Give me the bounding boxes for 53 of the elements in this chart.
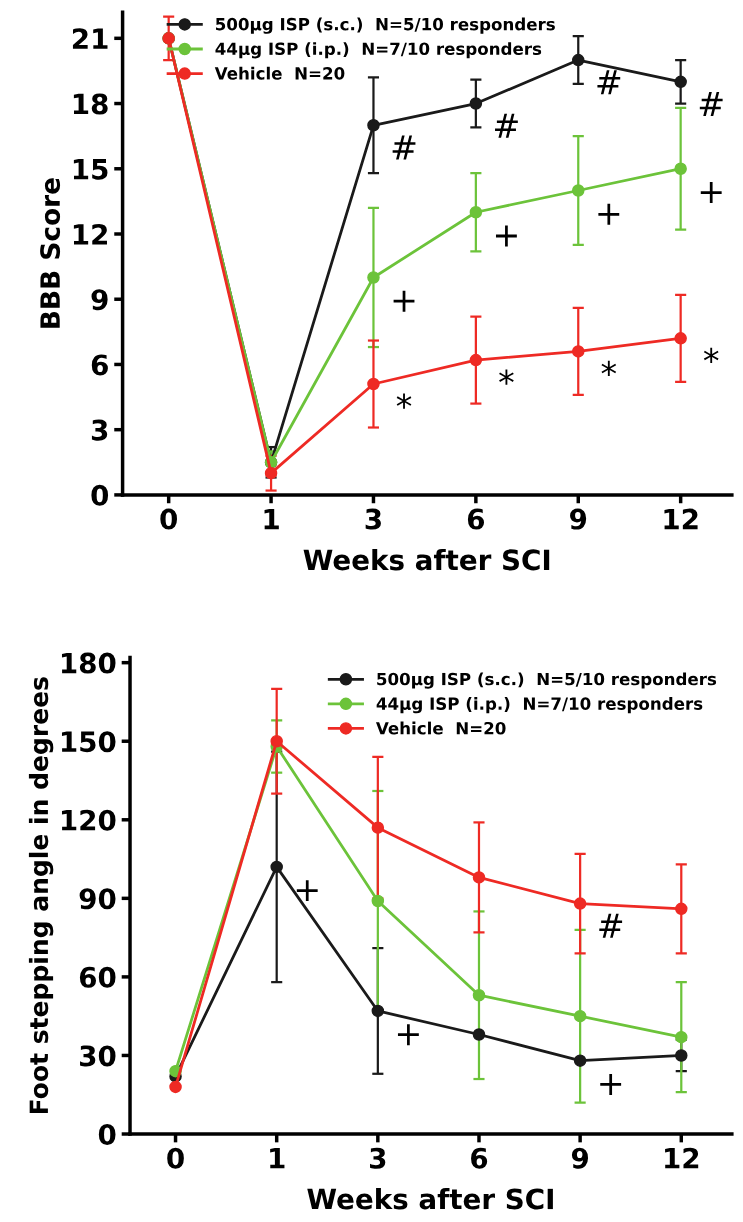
- x-tick-label: 1: [264, 508, 279, 530]
- annotation: *: [396, 393, 412, 409]
- legend-label: 44µg ISP (i.p.) N=7/10 responders: [215, 42, 542, 59]
- annotation: *: [601, 360, 617, 377]
- annotation: +: [495, 225, 517, 247]
- y-tick-label: 90: [79, 888, 116, 910]
- annotation: *: [703, 347, 719, 364]
- y-tick-label: 150: [61, 731, 116, 753]
- x-tick-label: 9: [570, 508, 587, 530]
- x-tick-label: 3: [365, 508, 381, 530]
- annotation: #: [495, 113, 518, 138]
- annotation: +: [397, 1024, 419, 1046]
- annotation: #: [599, 913, 623, 938]
- annotation: *: [499, 369, 514, 385]
- annotation: +: [600, 1073, 622, 1095]
- x-tick-label: 9: [571, 1147, 589, 1169]
- y-tick-label: 9: [91, 289, 108, 311]
- y-tick-label: 60: [79, 966, 116, 988]
- y-tick-label: 12: [73, 223, 107, 245]
- legend-label: 500µg ISP (s.c.) N=5/10 responders: [377, 672, 717, 689]
- annotation: +: [296, 880, 318, 902]
- x-tick-label: 12: [665, 1147, 699, 1169]
- annotation: +: [393, 290, 415, 312]
- y-tick-label: 21: [72, 28, 108, 49]
- annotation: +: [598, 203, 620, 225]
- x-axis-title: Weeks after SCI: [307, 1187, 553, 1210]
- x-tick-label: 3: [370, 1147, 386, 1169]
- x-tick-label: 6: [471, 1147, 488, 1169]
- annotation: #: [699, 92, 723, 116]
- legend-label: Vehicle N=20: [375, 721, 506, 735]
- y-tick-label: 180: [61, 652, 116, 674]
- x-tick-label: 0: [160, 508, 178, 530]
- annotation: #: [392, 135, 416, 160]
- y-tick-label: 15: [73, 159, 108, 180]
- y-tick-label: 6: [91, 354, 108, 376]
- legend-label: Vehicle N=20: [214, 66, 345, 80]
- y-tick-label: 3: [91, 419, 108, 441]
- x-tick-label: 12: [664, 508, 698, 530]
- y-axis-title: Foot stepping angle in degrees: [28, 677, 54, 1114]
- legend-label: 44µg ISP (i.p.) N=7/10 responders: [376, 697, 703, 714]
- y-tick-label: 0: [98, 1123, 116, 1145]
- y-tick-label: 30: [80, 1045, 116, 1067]
- x-axis-title: Weeks after SCI: [303, 548, 550, 571]
- x-tick-label: 6: [467, 508, 485, 530]
- y-tick-label: 18: [73, 93, 108, 115]
- y-tick-label: 0: [91, 484, 109, 506]
- legend-label: 500µg ISP (s.c.) N=5/10 responders: [216, 17, 555, 34]
- x-tick-label: 0: [167, 1147, 184, 1169]
- annotation: #: [597, 70, 621, 95]
- y-axis-title: BBB Score: [40, 178, 61, 328]
- annotation: +: [700, 182, 722, 203]
- y-tick-label: 120: [61, 809, 116, 831]
- x-tick-label: 1: [270, 1148, 285, 1169]
